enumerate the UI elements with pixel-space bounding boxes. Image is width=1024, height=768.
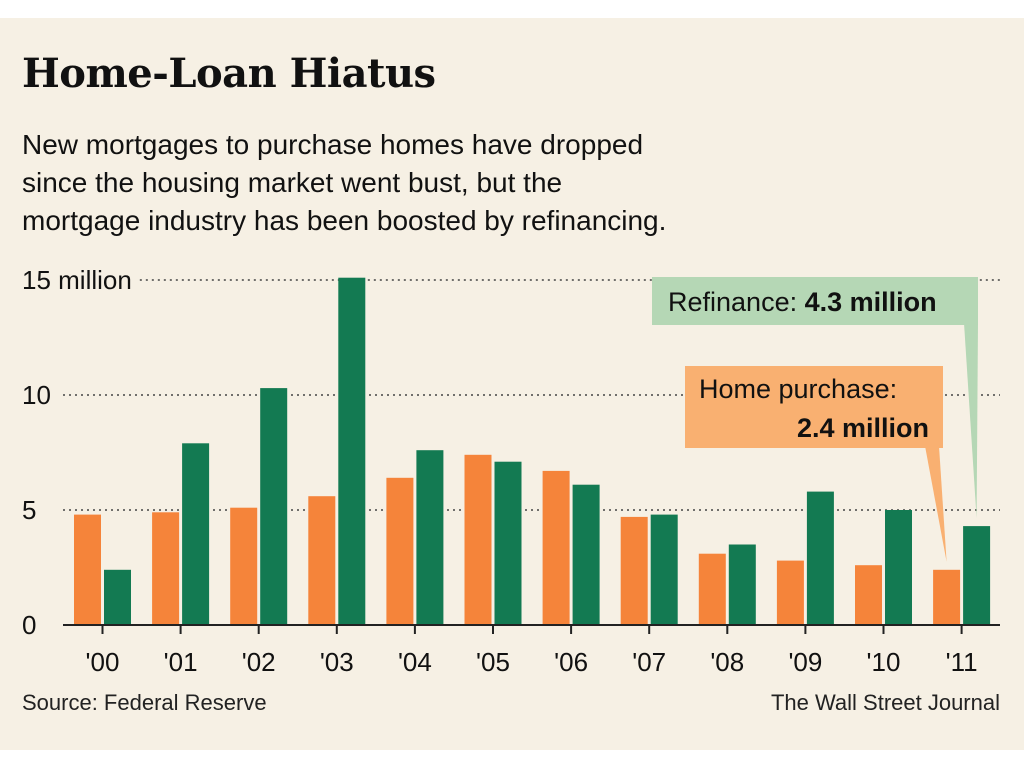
- x-tick-label: '05: [476, 647, 510, 677]
- source-note: Source: Federal Reserve: [22, 690, 267, 715]
- callout-label: Refinance:: [668, 287, 805, 317]
- x-tick-label: '00: [86, 647, 120, 677]
- y-tick-label: 0: [22, 610, 36, 640]
- bar-home-purchase-10: [855, 565, 882, 625]
- bar-home-purchase-6: [542, 470, 570, 625]
- bar-home-purchase-3: [308, 496, 336, 625]
- bar-refinance-11: [963, 526, 991, 625]
- callout-box: [685, 366, 943, 448]
- bars: [74, 277, 991, 625]
- bar-home-purchase-2: [230, 507, 258, 625]
- x-tick-label: '09: [788, 647, 822, 677]
- publisher-credit: The Wall Street Journal: [770, 690, 1000, 715]
- x-tick-label: '03: [320, 647, 354, 677]
- bar-home-purchase-7: [620, 516, 648, 625]
- chart-subtitle: New mortgages to purchase homes have dro…: [22, 126, 782, 240]
- chart-title: Home-Loan Hiatus: [22, 50, 436, 97]
- y-tick-label: 10: [22, 380, 51, 410]
- callout-value: 2.4 million: [797, 413, 929, 443]
- x-tick-label: '06: [554, 647, 588, 677]
- bar-home-purchase-0: [74, 514, 101, 625]
- callout-text: Refinance: 4.3 million: [668, 287, 937, 317]
- bar-home-purchase-8: [698, 553, 726, 625]
- callout-pointer: [925, 446, 947, 562]
- x-tick-label: '11: [946, 647, 978, 677]
- x-tick-label: '08: [710, 647, 744, 677]
- bar-refinance-1: [182, 443, 210, 625]
- bar-home-purchase-4: [386, 477, 414, 625]
- bar-refinance-5: [494, 461, 522, 625]
- bar-home-purchase-5: [464, 454, 492, 625]
- y-axis-ticks: 0 5 10 15 million: [22, 265, 132, 640]
- callout-label: Home purchase:: [699, 374, 897, 404]
- x-tick-label: '04: [398, 647, 432, 677]
- callout-box: [652, 277, 978, 325]
- subtitle-line-2: since the housing market went bust, but …: [22, 167, 563, 198]
- bar-refinance-6: [572, 484, 600, 625]
- x-tick-label: '01: [164, 647, 198, 677]
- bar-refinance-9: [806, 491, 834, 625]
- subtitle-line-1: New mortgages to purchase homes have dro…: [22, 129, 644, 160]
- bar-refinance-7: [650, 514, 678, 625]
- bar-home-purchase-9: [776, 560, 804, 625]
- y-tick-label: 5: [22, 495, 36, 525]
- bar-refinance-8: [728, 544, 756, 625]
- callout-pointer: [964, 323, 978, 519]
- callout-refinance: Refinance: 4.3 million: [652, 277, 978, 519]
- bar-refinance-0: [104, 569, 131, 625]
- bar-refinance-3: [338, 277, 366, 625]
- x-tick-label: '02: [242, 647, 276, 677]
- callout-home-purchase: Home purchase: 2.4 million: [685, 366, 947, 562]
- subtitle-line-3: mortgage industry has been boosted by re…: [22, 205, 667, 236]
- bar-refinance-10: [885, 510, 912, 625]
- bar-refinance-2: [260, 388, 288, 625]
- y-tick-label: 15 million: [22, 265, 132, 295]
- callouts: Refinance: 4.3 million Home purchase: 2.4 …: [652, 277, 978, 562]
- x-tick-label: '07: [632, 647, 666, 677]
- x-tick-label: '10: [867, 647, 901, 677]
- x-axis-ticks: '00 '01 '02 '03 '04 '05 '06 '07 '08 '09 '10 '11: [86, 625, 978, 677]
- callout-value: 4.3 million: [805, 287, 937, 317]
- bar-refinance-4: [416, 450, 444, 625]
- bar-home-purchase-11: [933, 569, 961, 625]
- bar-home-purchase-1: [152, 512, 180, 625]
